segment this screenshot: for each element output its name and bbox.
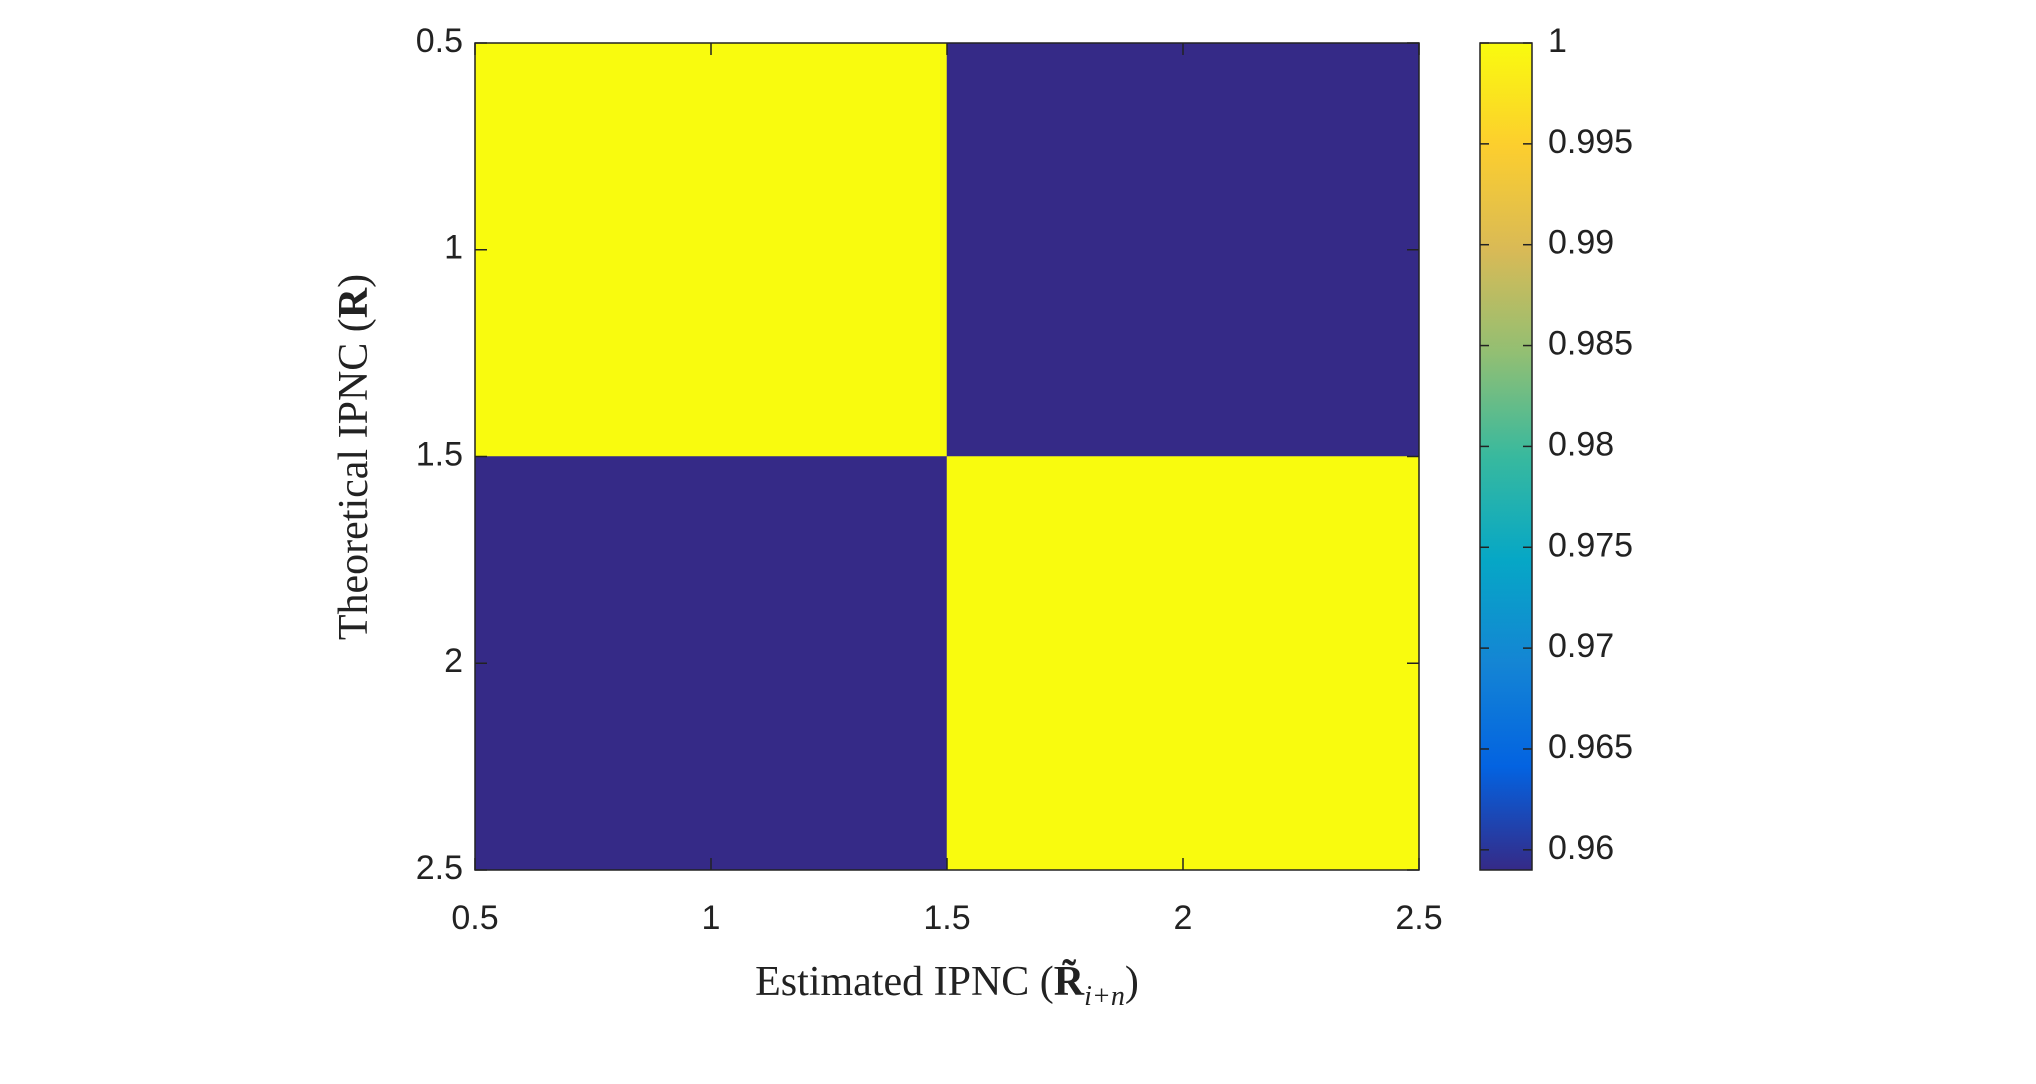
colorbar-tick-label: 0.965 xyxy=(1548,728,1633,766)
x-label-text: Estimated IPNC ( xyxy=(755,959,1054,1005)
colorbar xyxy=(1479,42,1533,871)
x-label-symbol: R̃ xyxy=(1054,958,1085,1005)
x-tick-label: 1 xyxy=(702,899,721,937)
x-label-close: ) xyxy=(1125,959,1139,1005)
y-tick-label: 0.5 xyxy=(416,22,463,60)
colorbar-tick-label: 0.98 xyxy=(1548,425,1614,463)
y-tick-label: 2.5 xyxy=(416,849,463,887)
y-label-close: ) xyxy=(331,274,377,288)
y-axis-label: Theoretical IPNC (R) xyxy=(331,274,377,640)
x-label-subscript: i+n xyxy=(1084,981,1125,1012)
y-tick-label: 1.5 xyxy=(416,435,463,473)
x-axis-label: Estimated IPNC (R̃i+n) xyxy=(755,958,1139,1012)
y-tick-label: 2 xyxy=(444,642,463,680)
y-label-symbol: R xyxy=(331,287,377,318)
colorbar-tick-label: 0.975 xyxy=(1548,526,1633,564)
colorbar-tick-label: 0.96 xyxy=(1548,829,1614,867)
colorbar-tick-label: 0.99 xyxy=(1548,224,1614,262)
heatmap-cell xyxy=(946,42,1420,457)
y-tick-label: 1 xyxy=(444,229,463,267)
x-tick-label: 2.5 xyxy=(1395,899,1442,937)
heatmap-cell xyxy=(474,42,948,457)
colorbar-tick-label: 1 xyxy=(1548,22,1567,60)
colorbar-tick-label: 0.985 xyxy=(1548,325,1633,363)
heatmap-cell xyxy=(474,456,948,871)
heatmap-cell xyxy=(946,456,1420,871)
x-tick-label: 0.5 xyxy=(451,899,498,937)
colorbar-tick-label: 0.995 xyxy=(1548,123,1633,161)
x-tick-label: 1.5 xyxy=(923,899,970,937)
colorbar-tick-label: 0.97 xyxy=(1548,627,1614,665)
x-tick-label: 2 xyxy=(1174,899,1193,937)
y-label-text: Theoretical IPNC ( xyxy=(331,318,377,640)
